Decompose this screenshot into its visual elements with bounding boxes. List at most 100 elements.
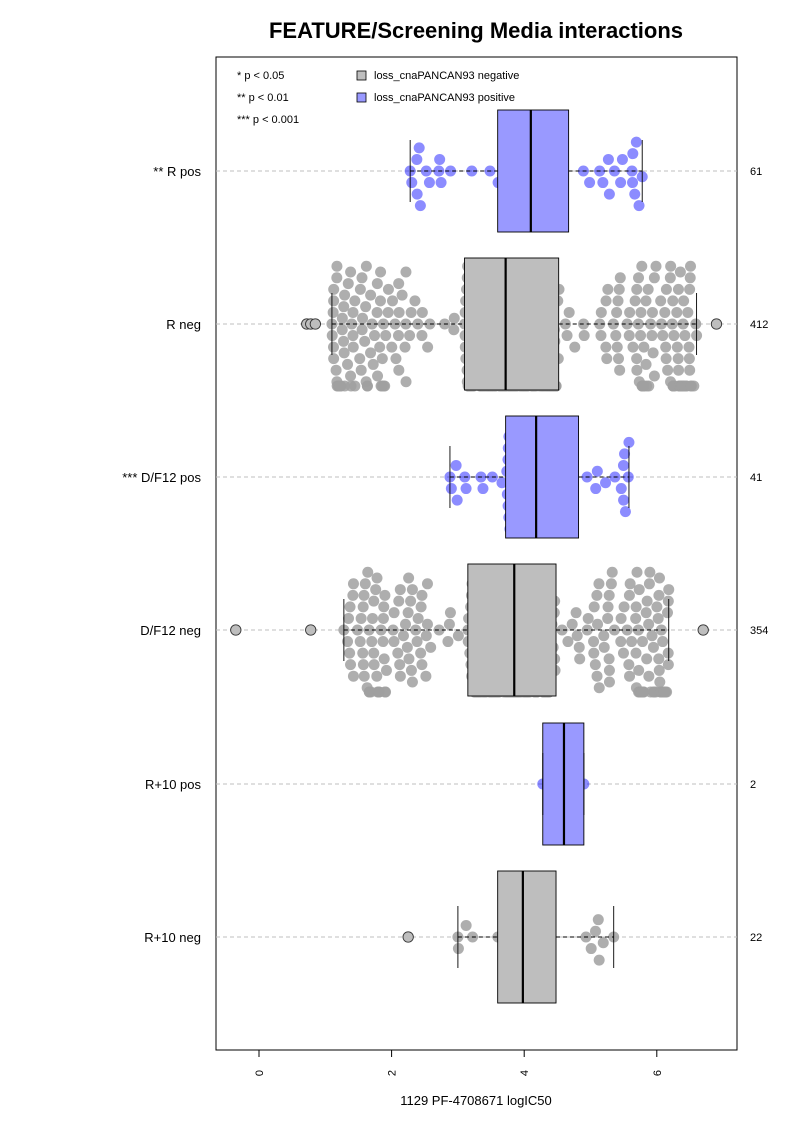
data-point <box>371 670 383 682</box>
data-point <box>448 312 460 324</box>
data-point <box>377 636 389 648</box>
data-point <box>589 659 601 671</box>
data-point <box>611 341 623 353</box>
data-point <box>603 676 615 688</box>
data-point <box>685 260 697 272</box>
data-point <box>382 306 394 318</box>
data-point <box>347 306 359 318</box>
data-point <box>643 618 655 630</box>
group-label: R neg <box>166 317 201 332</box>
data-point <box>602 612 614 624</box>
data-point <box>660 341 672 353</box>
data-point <box>393 306 405 318</box>
data-point <box>594 318 606 330</box>
data-point <box>409 295 421 307</box>
data-point <box>642 283 654 295</box>
data-point <box>374 341 386 353</box>
data-point <box>578 330 590 342</box>
data-point <box>601 353 613 365</box>
data-point <box>412 612 424 624</box>
data-point <box>386 295 398 307</box>
data-point <box>327 341 339 353</box>
data-point <box>354 636 366 648</box>
data-point <box>630 136 642 148</box>
data-point <box>626 636 638 648</box>
data-point <box>633 664 645 676</box>
data-point <box>371 572 383 584</box>
data-point <box>402 607 414 619</box>
x-tick-label: 4 <box>519 1070 531 1076</box>
data-point <box>655 295 667 307</box>
data-point <box>415 647 427 659</box>
data-point <box>406 584 418 596</box>
x-axis-label: 1129 PF-4708671 logIC50 <box>400 1093 552 1108</box>
data-point <box>588 647 600 659</box>
data-point <box>683 341 695 353</box>
x-axis: 0 2 4 6 <box>254 1049 664 1076</box>
data-point <box>631 353 643 365</box>
group-count: 22 <box>750 932 762 944</box>
data-point <box>361 380 373 392</box>
data-point <box>358 589 370 601</box>
data-point <box>566 618 578 630</box>
data-point <box>643 380 655 392</box>
data-point <box>375 266 387 278</box>
data-point <box>627 341 639 353</box>
data-point <box>635 306 647 318</box>
data-point <box>405 664 417 676</box>
data-point <box>662 647 674 659</box>
data-point <box>406 177 418 189</box>
data-point <box>671 341 683 353</box>
data-point <box>374 295 386 307</box>
data-point <box>338 335 350 347</box>
data-point <box>435 177 447 189</box>
data-point <box>386 341 398 353</box>
data-point <box>591 589 603 601</box>
data-point <box>636 260 648 272</box>
data-point <box>368 659 380 671</box>
data-point <box>646 630 658 642</box>
data-point <box>600 477 612 489</box>
data-point <box>342 612 354 624</box>
data-point <box>397 630 409 642</box>
data-point <box>602 153 614 165</box>
box <box>464 257 560 391</box>
chart-title: FEATURE/Screening Media interactions <box>269 18 683 43</box>
data-point <box>636 636 648 648</box>
data-point <box>460 483 472 495</box>
data-point <box>657 330 669 342</box>
box <box>505 415 580 539</box>
data-point <box>614 272 626 284</box>
data-point <box>399 618 411 630</box>
data-point <box>612 295 624 307</box>
data-point <box>452 630 464 642</box>
data-point <box>380 664 392 676</box>
data-point <box>445 483 457 495</box>
data-point <box>406 676 418 688</box>
data-point <box>679 330 691 342</box>
data-point <box>403 572 415 584</box>
data-point <box>331 272 343 284</box>
data-point <box>421 578 433 590</box>
data-point <box>623 589 635 601</box>
data-point <box>328 283 340 295</box>
data-point <box>378 653 390 665</box>
data-point <box>344 647 356 659</box>
data-point <box>631 283 643 295</box>
data-point <box>339 289 351 301</box>
data-point <box>643 670 655 682</box>
data-point <box>633 584 645 596</box>
data-point <box>657 636 669 648</box>
data-point <box>584 177 596 189</box>
data-point <box>600 295 612 307</box>
legend: * p < 0.05 ** p < 0.01 *** p < 0.001 los… <box>237 70 519 126</box>
data-point <box>632 624 644 636</box>
data-point <box>595 330 607 342</box>
sig-legend-2: ** p < 0.01 <box>237 92 289 104</box>
data-point <box>563 306 575 318</box>
data-point <box>593 682 605 694</box>
data-point <box>377 612 389 624</box>
data-point <box>603 188 615 200</box>
data-point <box>631 364 643 376</box>
data-point <box>328 295 340 307</box>
